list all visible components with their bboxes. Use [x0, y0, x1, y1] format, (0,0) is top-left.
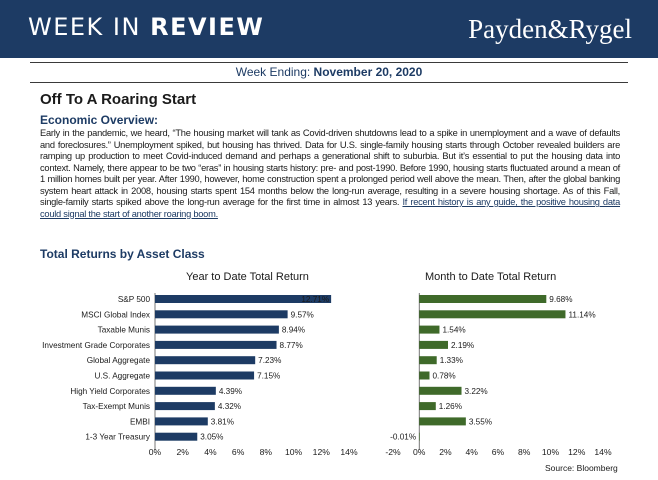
mtd-bar-1 — [419, 310, 566, 319]
week-ending-date: November 20, 2020 — [313, 65, 423, 79]
ytd-tick-5: 10% — [285, 447, 303, 457]
ytd-bar-7 — [155, 402, 215, 411]
top-rule — [30, 62, 628, 63]
header-title-light: WEEK IN — [28, 13, 151, 41]
ytd-value-label-9: 3.05% — [200, 433, 223, 442]
mtd-tick-6: 10% — [542, 447, 560, 457]
category-label-4: Global Aggregate — [87, 356, 151, 365]
overview-link[interactable]: If recent history is any guide, the posi… — [40, 197, 621, 219]
ytd-chart-title: Year to Date Total Return — [186, 271, 309, 283]
mtd-tick-4: 6% — [492, 447, 505, 457]
category-label-1: MSCI Global Index — [81, 310, 150, 319]
overview-heading: Economic Overview: — [40, 113, 159, 127]
mtd-value-label-7: 1.26% — [439, 402, 462, 411]
mtd-bar-5 — [419, 371, 430, 380]
ytd-bar-1 — [155, 310, 288, 319]
mtd-bar-2 — [419, 325, 440, 334]
header-title: WEEK IN REVIEW — [28, 13, 264, 41]
headline: Off To A Roaring Start — [40, 91, 197, 108]
mtd-value-label-9: -0.01% — [390, 433, 416, 442]
category-label-7: Tax-Exempt Munis — [83, 402, 150, 411]
payden-rygel-logo: Payden&Rygel — [468, 14, 632, 44]
category-label-6: High Yield Corporates — [70, 387, 150, 396]
overview-body: Early in the pandemic, we heard, “The ho… — [40, 128, 620, 220]
mtd-bar-4 — [419, 356, 437, 365]
mtd-value-label-0: 9.68% — [549, 295, 572, 304]
mtd-bar-6 — [419, 386, 462, 395]
ytd-value-label-6: 4.39% — [219, 387, 242, 396]
mtd-bar-7 — [419, 402, 436, 411]
header-band: WEEK IN REVIEW Payden&Rygel — [0, 0, 658, 58]
mtd-value-label-2: 1.54% — [442, 326, 465, 335]
category-label-3: Investment Grade Corporates — [42, 341, 150, 350]
ytd-tick-3: 6% — [232, 447, 245, 457]
ytd-value-label-1: 9.57% — [291, 310, 314, 319]
mtd-value-label-3: 2.19% — [451, 341, 474, 350]
mtd-chart-title: Month to Date Total Return — [425, 271, 557, 283]
ytd-bar-6 — [155, 386, 216, 395]
ytd-value-label-7: 4.32% — [218, 402, 241, 411]
ytd-bar-5 — [155, 371, 255, 380]
ytd-bar-2 — [155, 325, 279, 334]
second-rule — [30, 82, 628, 83]
ytd-value-label-8: 3.81% — [211, 417, 234, 426]
ytd-value-label-3: 8.77% — [280, 341, 303, 350]
mtd-tick-5: 8% — [518, 447, 531, 457]
mtd-bar-8 — [419, 417, 466, 426]
ytd-value-label-0: 12.71% — [301, 295, 329, 304]
mtd-tick-8: 14% — [594, 447, 612, 457]
mtd-tick-7: 12% — [568, 447, 586, 457]
ytd-tick-1: 2% — [177, 447, 190, 457]
mtd-value-label-8: 3.55% — [469, 417, 492, 426]
category-label-0: S&P 500 — [118, 295, 151, 304]
ytd-tick-6: 12% — [313, 447, 331, 457]
header-title-bold: REVIEW — [150, 13, 265, 41]
ytd-tick-2: 4% — [204, 447, 217, 457]
ytd-bar-3 — [155, 340, 277, 349]
category-label-8: EMBI — [130, 417, 150, 426]
ytd-value-label-5: 7.15% — [257, 372, 280, 381]
mtd-bar-0 — [419, 295, 547, 303]
ytd-tick-7: 14% — [340, 447, 358, 457]
mtd-value-label-6: 3.22% — [465, 387, 488, 396]
overview-body-text: Early in the pandemic, we heard, “The ho… — [40, 128, 620, 207]
ytd-bar-8 — [155, 417, 208, 426]
mtd-tick-1: 0% — [413, 447, 426, 457]
week-ending: Week Ending: November 20, 2020 — [0, 65, 658, 79]
ytd-value-label-2: 8.94% — [282, 326, 305, 335]
mtd-value-label-5: 0.78% — [432, 372, 455, 381]
ytd-tick-0: 0% — [149, 447, 162, 457]
category-label-9: 1-3 Year Treasury — [85, 433, 151, 442]
mtd-bar-3 — [419, 340, 448, 349]
week-ending-label: Week Ending: — [235, 65, 314, 79]
source-note: Source: Bloomberg — [545, 463, 618, 473]
category-label-2: Taxable Munis — [98, 326, 150, 335]
ytd-value-label-4: 7.23% — [258, 356, 281, 365]
ytd-bar-9 — [155, 432, 198, 441]
mtd-tick-3: 4% — [466, 447, 479, 457]
charts-heading: Total Returns by Asset Class — [40, 247, 205, 261]
mtd-tick-2: 2% — [439, 447, 452, 457]
category-label-5: U.S. Aggregate — [94, 372, 150, 381]
mtd-bar-9 — [419, 432, 420, 441]
ytd-bar-0 — [155, 295, 332, 303]
mtd-value-label-4: 1.33% — [440, 356, 463, 365]
ytd-bar-4 — [155, 356, 256, 365]
ytd-tick-4: 8% — [260, 447, 273, 457]
mtd-tick-0: -2% — [385, 447, 401, 457]
mtd-value-label-1: 11.14% — [568, 310, 595, 319]
